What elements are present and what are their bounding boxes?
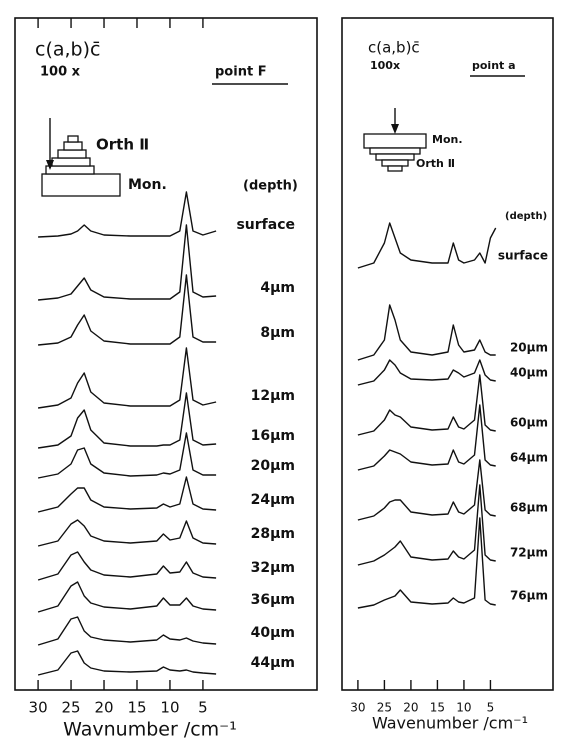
depth-label: 60μm	[510, 416, 548, 430]
depth-label: 64μm	[510, 451, 548, 465]
spectrum	[358, 518, 496, 608]
depth-label: 20μm	[251, 458, 295, 474]
spectrum	[38, 552, 216, 580]
depth-label: 12μm	[251, 388, 295, 404]
depth-label: 28μm	[251, 526, 295, 542]
panel-frame	[15, 18, 317, 690]
depth-label: 24μm	[251, 492, 295, 508]
depth-label: 40μm	[510, 366, 548, 380]
depth-label: 20μm	[510, 341, 548, 355]
x-tick-label: 5	[487, 701, 495, 715]
point-label: point a	[472, 59, 516, 72]
depth-label: 72μm	[510, 546, 548, 560]
figure: c(a,b)c̄ 100 x point F Orth Ⅱ Mon. (dept…	[0, 0, 566, 740]
x-tick-label: 20	[403, 701, 418, 715]
depth-label: 36μm	[251, 592, 295, 608]
diagram-label: Orth Ⅱ	[416, 157, 455, 170]
x-tick-label: 25	[62, 699, 81, 717]
x-tick-label: 10	[160, 699, 179, 717]
x-tick-label: 5	[198, 699, 208, 717]
spectrum	[38, 582, 216, 612]
x-tick-label: 10	[456, 701, 471, 715]
spectrum	[358, 305, 496, 360]
spectrum	[358, 360, 496, 385]
spectrum	[38, 520, 216, 546]
diagram-label: Mon.	[128, 177, 167, 193]
magnification: 100x	[370, 59, 400, 72]
geometry: c(a,b)c̄	[35, 39, 100, 61]
spectrum	[358, 375, 496, 435]
spectrum	[38, 192, 216, 237]
point-label: point F	[215, 65, 267, 80]
depth-label: surface	[236, 217, 295, 233]
spectrum	[358, 460, 496, 520]
x-tick-label: 15	[127, 699, 146, 717]
diagram-label: Orth Ⅱ	[96, 136, 149, 154]
schematic	[42, 118, 120, 196]
x-tick-label: 30	[29, 699, 48, 717]
depth-label: 40μm	[251, 625, 295, 641]
x-tick-label: 25	[377, 701, 392, 715]
depth-label: 68μm	[510, 501, 548, 515]
depth-label: 4μm	[260, 280, 295, 296]
legend-title: (depth)	[505, 211, 547, 222]
spectrum	[358, 223, 496, 268]
depth-label: 44μm	[251, 655, 295, 671]
depth-label: 76μm	[510, 589, 548, 603]
spectrum	[38, 477, 216, 512]
depth-label: 32μm	[251, 560, 295, 576]
spectrum	[38, 651, 216, 675]
x-axis-label: Wavnumber /cm⁻¹	[63, 719, 237, 740]
x-axis-label: Wavenumber /cm⁻¹	[372, 714, 528, 733]
geometry: c(a,b)c̄	[368, 39, 420, 57]
legend-title: (depth)	[243, 179, 298, 194]
depth-label: surface	[498, 249, 548, 263]
diagram-label: Mon.	[432, 133, 463, 146]
x-tick-label: 15	[430, 701, 445, 715]
spectrum	[38, 275, 216, 345]
spectrum	[38, 348, 216, 408]
x-tick-label: 20	[94, 699, 113, 717]
spectrum	[38, 617, 216, 645]
depth-label: 16μm	[251, 428, 295, 444]
depth-label: 8μm	[260, 325, 295, 341]
x-tick-label: 30	[350, 701, 365, 715]
magnification: 100 x	[40, 65, 81, 80]
